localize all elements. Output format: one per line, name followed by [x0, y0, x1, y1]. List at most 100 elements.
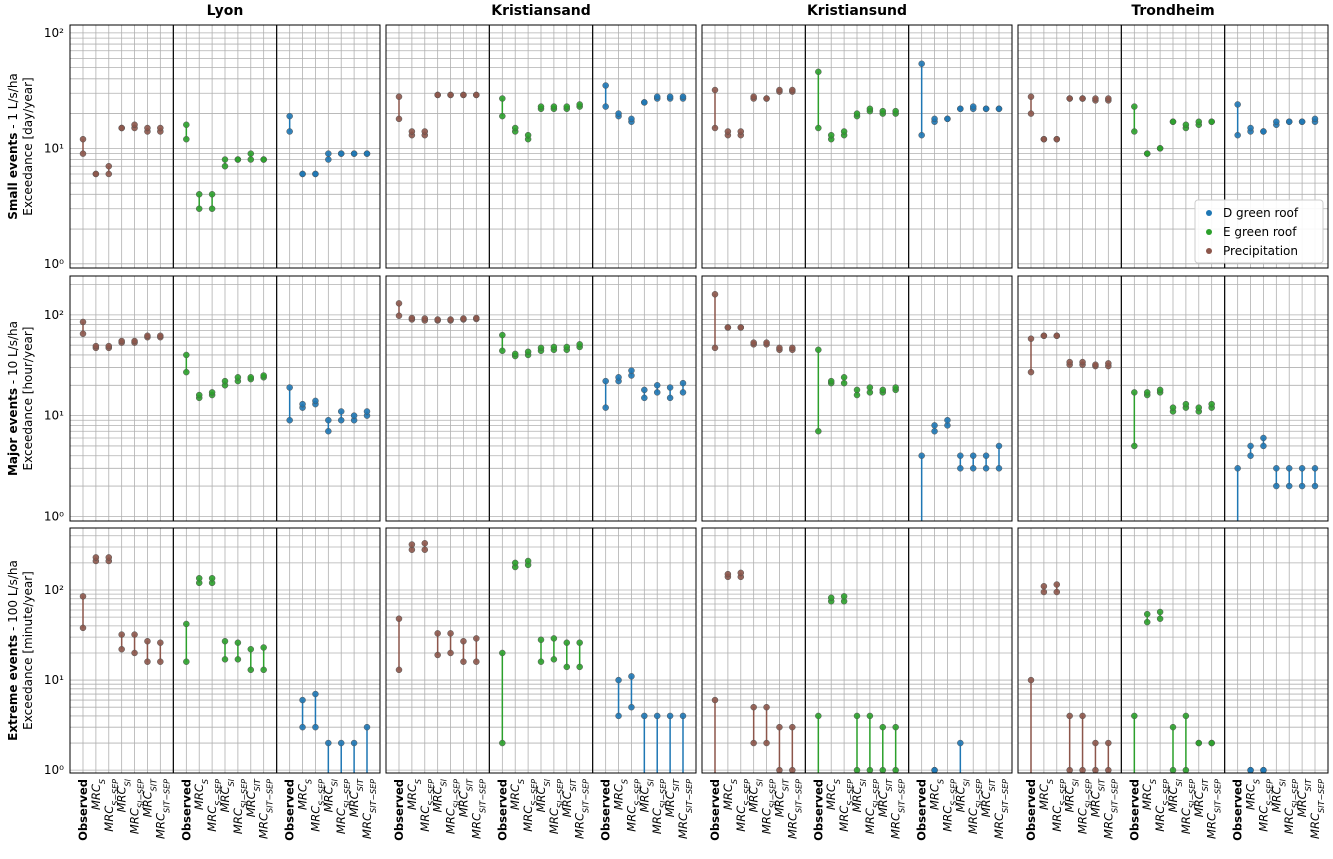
x-tick-label: MRCSIT [772, 778, 790, 817]
data-point [421, 546, 429, 553]
panel [1121, 276, 1225, 521]
data-point [1234, 101, 1241, 108]
data-point [183, 121, 190, 129]
data-point [195, 205, 203, 212]
y-tick-label: 10² [44, 308, 64, 322]
data-point [537, 344, 545, 352]
data-point [1208, 118, 1215, 125]
data-point [969, 452, 977, 459]
category-sub: S [413, 779, 422, 784]
data-point [144, 658, 151, 665]
data-point [118, 337, 125, 345]
category-sub: S−SEP [633, 779, 642, 806]
data-point [337, 150, 345, 157]
x-tick-label: MRCSIT [1295, 778, 1313, 817]
data-point [827, 131, 835, 139]
data-point [499, 331, 506, 339]
city-title: Trondheim [1131, 3, 1214, 19]
data-point [1040, 588, 1048, 596]
data-point [1092, 766, 1099, 773]
data-point [183, 368, 190, 376]
category-main: MRC [824, 784, 838, 810]
data-point [221, 156, 229, 163]
data-point [550, 635, 558, 642]
data-point [247, 150, 255, 157]
category-main: MRC [650, 808, 664, 834]
city-title: Lyon [207, 3, 244, 19]
data-point [789, 344, 796, 352]
category-sub: SIT [1200, 778, 1209, 791]
x-tick-label: MRCS [612, 779, 630, 810]
data-point [866, 712, 874, 720]
panel [386, 276, 490, 521]
data-point [1027, 110, 1035, 117]
data-point [724, 324, 732, 331]
data-point [550, 343, 558, 351]
city-title: Kristiansund [807, 3, 907, 19]
data-point [499, 347, 506, 355]
data-point [957, 465, 964, 472]
data-point [1311, 465, 1319, 472]
data-point [325, 739, 332, 747]
data-point [679, 389, 687, 396]
category-sub: SI [1278, 778, 1287, 786]
panel-frame [592, 24, 697, 269]
category-main: MRC [1269, 786, 1283, 812]
panel [908, 25, 1012, 268]
data-point [1247, 452, 1254, 459]
data-point [395, 615, 403, 622]
category-main: MRC [1179, 808, 1193, 834]
category-main: MRC [102, 806, 116, 832]
category-sub: SI [755, 778, 764, 786]
data-point [628, 703, 635, 711]
data-point [563, 103, 571, 110]
data-point [105, 342, 113, 350]
data-point [312, 397, 319, 405]
category-sub: S [1149, 779, 1158, 784]
data-point [312, 690, 319, 698]
panel [805, 25, 909, 268]
data-point [776, 766, 783, 773]
data-point [1208, 400, 1215, 408]
category-sub: SI [543, 778, 552, 786]
category-main: MRC [863, 808, 877, 834]
data-point [853, 712, 861, 720]
data-point [286, 384, 293, 391]
data-point [866, 105, 874, 113]
category-sub: S [97, 779, 106, 784]
data-point [421, 540, 429, 547]
data-point [79, 318, 87, 326]
x-tick-label: Observed [811, 779, 825, 841]
x-tick-label: Observed [599, 779, 613, 841]
data-point [853, 386, 861, 394]
data-point [79, 624, 87, 632]
category-main: MRC [624, 806, 638, 832]
panel [70, 25, 174, 268]
data-point [995, 105, 1003, 113]
data-point [499, 649, 506, 657]
x-tick-label: MRCS [508, 779, 526, 810]
data-point [969, 465, 977, 472]
x-tick-label: Observed [1127, 779, 1141, 841]
y-tick-label: 10¹ [44, 141, 64, 155]
category-sub: S−SEP [214, 779, 223, 806]
panel-frame [1224, 527, 1329, 774]
data-point [421, 315, 429, 322]
x-tick-label: MRCSIT [140, 778, 158, 817]
x-tick-label: MRCSIT [560, 778, 578, 817]
x-tick-label: MRCSIT−SEP [992, 779, 1010, 839]
data-point [325, 150, 332, 157]
legend-marker [1206, 229, 1212, 235]
panel [1018, 276, 1122, 521]
data-point [879, 723, 887, 731]
data-point [511, 559, 519, 567]
data-point [815, 68, 822, 76]
data-point [550, 656, 558, 663]
category-main: MRC [1153, 806, 1167, 832]
data-point [473, 635, 480, 642]
data-point [408, 128, 416, 135]
x-tick-label: MRCSIT−SEP [360, 779, 378, 839]
panel-frame [1224, 24, 1329, 269]
data-point [460, 91, 467, 99]
